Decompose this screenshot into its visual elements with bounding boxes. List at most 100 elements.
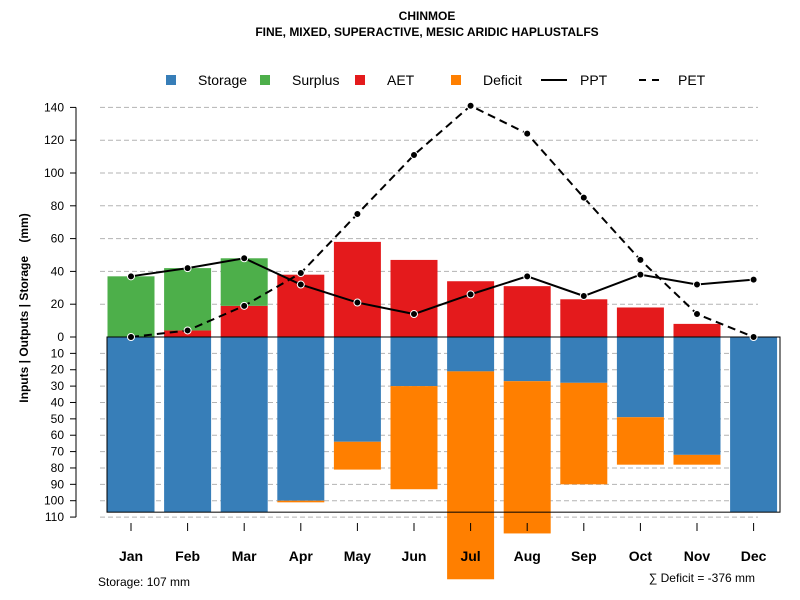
storage-bar xyxy=(220,337,268,513)
deficit-bar xyxy=(390,386,438,490)
x-tick-label: Apr xyxy=(289,548,314,564)
legend-label: PET xyxy=(678,72,706,88)
ppt-point xyxy=(183,264,192,273)
x-tick-label: Jun xyxy=(402,548,427,564)
aet-bar xyxy=(390,259,438,337)
aet-bar xyxy=(616,307,664,337)
x-tick-label: Nov xyxy=(684,548,711,564)
y-tick-label: 50 xyxy=(51,412,65,426)
aet-bar xyxy=(333,241,381,337)
chart-legend: Storage Surplus AET Deficit PPT PET xyxy=(166,72,706,88)
storage-bar xyxy=(730,337,778,513)
ppt-point xyxy=(693,280,701,289)
pet-point xyxy=(353,210,362,218)
pet-point xyxy=(749,333,758,341)
x-tick-label: Oct xyxy=(629,548,653,564)
ppt-point xyxy=(579,292,588,300)
y-tick-label: 0 xyxy=(57,330,64,344)
ppt-line xyxy=(130,257,754,316)
deficit-bar xyxy=(503,381,551,534)
surplus-bar xyxy=(107,276,155,337)
legend-label: Storage xyxy=(198,72,247,88)
y-tick-label: 20 xyxy=(51,363,65,377)
aet-bar xyxy=(220,305,268,337)
x-tick-label: May xyxy=(344,548,371,564)
ppt-point xyxy=(636,270,645,279)
y-tick-label: 80 xyxy=(51,199,65,213)
x-tick-label: Jan xyxy=(119,548,143,564)
y-tick-label: 70 xyxy=(51,445,65,459)
ppt-point xyxy=(353,298,362,307)
legend-label: AET xyxy=(387,72,415,88)
ppt-point xyxy=(410,310,418,319)
aet-bar xyxy=(560,299,608,337)
surplus-bar xyxy=(164,268,212,331)
ppt-point xyxy=(240,254,249,263)
x-tick-label: Jul xyxy=(460,548,480,564)
storage-bar xyxy=(164,337,212,513)
pet-point xyxy=(183,326,192,335)
y-tick-label: 100 xyxy=(44,166,64,180)
storage-bar xyxy=(616,337,664,418)
pet-point xyxy=(296,269,305,278)
x-tick-label: Mar xyxy=(232,548,257,564)
legend-swatch xyxy=(355,75,365,85)
pet-point xyxy=(466,101,475,110)
deficit-bar xyxy=(333,441,381,470)
y-tick-label: 110 xyxy=(45,510,64,524)
pet-point xyxy=(523,129,532,138)
deficit-bar xyxy=(560,382,608,485)
deficit-bar xyxy=(277,500,325,503)
x-tick-label: Feb xyxy=(175,548,200,564)
aet-bar xyxy=(503,286,551,337)
storage-bar xyxy=(390,337,438,387)
aet-bar xyxy=(673,323,721,337)
storage-capacity-box xyxy=(106,336,781,513)
y-tick-label: 40 xyxy=(51,264,65,278)
y-tick-label: 120 xyxy=(44,133,64,147)
y-tick-label: 60 xyxy=(51,232,65,246)
ppt-point xyxy=(127,272,135,281)
storage-bar xyxy=(560,337,608,383)
legend-swatch xyxy=(451,75,461,85)
deficit-bar xyxy=(673,454,721,465)
y-tick-label: 20 xyxy=(51,297,65,311)
ppt-point xyxy=(296,280,305,289)
y-tick-label: 10 xyxy=(51,346,65,360)
storage-bar xyxy=(333,337,381,442)
pet-point xyxy=(127,333,135,341)
y-tick-label: 100 xyxy=(44,494,64,508)
pet-point xyxy=(240,301,249,310)
legend-label: PPT xyxy=(580,72,608,88)
ppt-point xyxy=(523,272,532,281)
deficit-bar xyxy=(447,371,495,580)
pet-point xyxy=(693,310,701,319)
lines xyxy=(127,101,758,341)
y-tick-label: 140 xyxy=(44,100,64,114)
legend-label: Deficit xyxy=(483,72,522,88)
deficit-bar xyxy=(616,417,664,465)
y-tick-label: 60 xyxy=(51,428,65,442)
chart-title: CHINMOE xyxy=(399,9,456,23)
pet-point xyxy=(636,255,645,264)
chart-subtitle: FINE, MIXED, SUPERACTIVE, MESIC ARIDIC H… xyxy=(255,25,598,39)
deficit-footnote: ∑ Deficit = -376 mm xyxy=(649,571,755,585)
storage-bar xyxy=(277,337,325,501)
ppt-point xyxy=(749,275,758,284)
y-tick-label: 80 xyxy=(51,461,65,475)
y-tick-label: 40 xyxy=(51,395,65,409)
x-tick-label: Sep xyxy=(571,548,597,564)
legend-swatch xyxy=(166,75,176,85)
pet-line xyxy=(130,104,754,338)
ppt-point xyxy=(466,290,475,299)
x-tick-label: Aug xyxy=(514,548,541,564)
storage-bar xyxy=(107,337,155,513)
axes: 0 20 40 60 80 100 120 140 10 20 30 40 50 60 70 80 90 100 1… xyxy=(44,100,767,564)
y-axis-label: Inputs | Outputs | Storage (mm) xyxy=(17,213,31,402)
storage-footnote: Storage: 107 mm xyxy=(98,575,190,589)
storage-bar xyxy=(673,337,721,455)
y-tick-label: 30 xyxy=(51,379,65,393)
pet-point xyxy=(579,193,588,202)
legend-swatch xyxy=(260,75,270,85)
